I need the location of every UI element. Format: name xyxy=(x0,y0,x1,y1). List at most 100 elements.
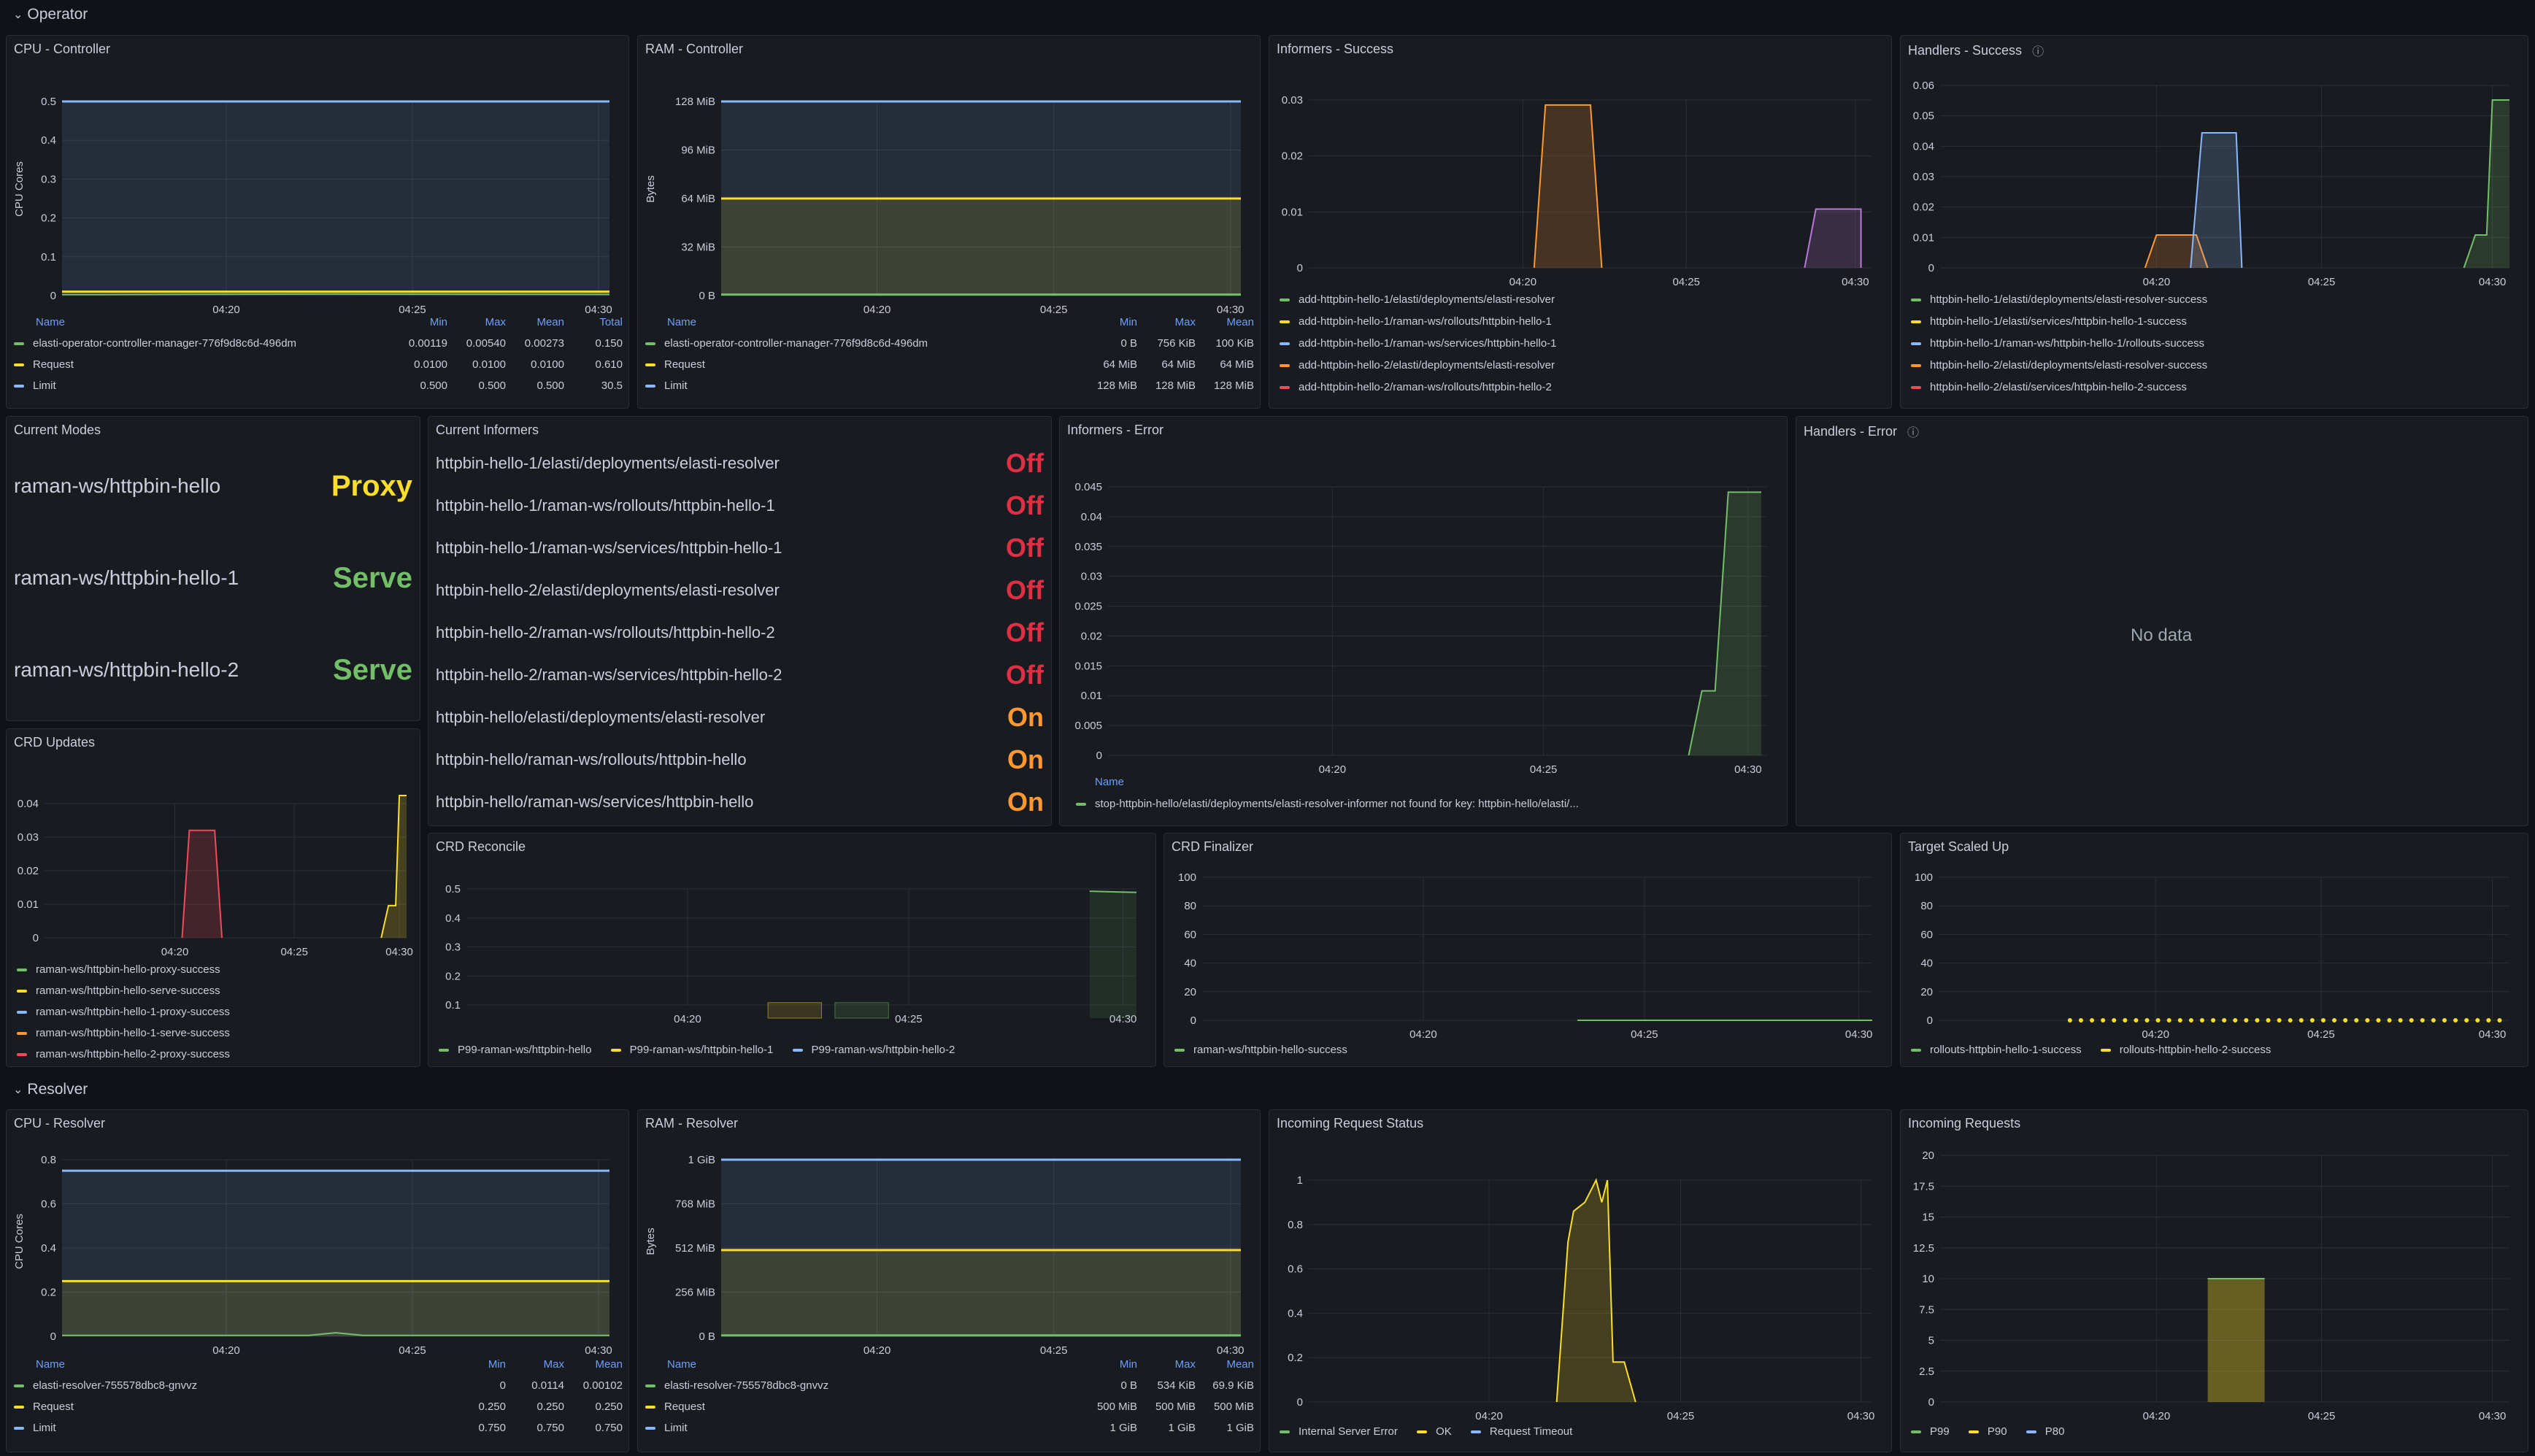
col-mean[interactable]: Mean xyxy=(1226,1358,1254,1371)
col-min[interactable]: Min xyxy=(429,316,447,328)
col-max[interactable]: Max xyxy=(543,1358,564,1371)
x-tick-label: 04:20 xyxy=(212,304,240,316)
col-name[interactable]: Name xyxy=(36,316,66,328)
col-name[interactable]: Name xyxy=(1095,776,1125,788)
series-swatch xyxy=(1076,803,1086,806)
col-min[interactable]: Min xyxy=(1119,1358,1137,1371)
mode-item: raman-ws/httpbin-hello-1 Serve xyxy=(14,561,412,594)
row-header-operator[interactable]: ⌄ Operator xyxy=(13,6,88,23)
x-tick-label: 04:20 xyxy=(863,1344,891,1357)
legend-item[interactable]: rollouts-httpbin-hello-2-success xyxy=(2100,1044,2271,1056)
col-mean[interactable]: Mean xyxy=(1226,316,1254,328)
table-row[interactable]: Limit 128 MiB 128 MiB 128 MiB xyxy=(645,380,1254,392)
col-min[interactable]: Min xyxy=(1119,316,1137,328)
col-max[interactable]: Max xyxy=(485,316,506,328)
legend-item[interactable]: raman-ws/httpbin-hello-1-serve-success xyxy=(17,1027,230,1039)
series-swatch xyxy=(1280,386,1290,390)
panel-target-scaled-up[interactable]: Target Scaled Up 0 20 40 60 80 100 04:20 04:25 0… xyxy=(1900,833,2528,1067)
series-area xyxy=(721,1160,1241,1336)
panel-ram-resolver[interactable]: RAM - Resolver 0 B 256 MiB 512 MiB 768 MiB 1… xyxy=(637,1109,1261,1452)
panel-incoming-request-status[interactable]: Incoming Request Status 0 0.2 0.4 0.6 0.8 1 04… xyxy=(1269,1109,1892,1452)
table-row[interactable]: Limit 0.750 0.750 0.750 xyxy=(14,1422,623,1434)
crd-reconcile-chart: 0.1 0.2 0.3 0.4 0.5 04:20 04:25 04:30 xyxy=(445,883,1136,1025)
legend-item[interactable]: add-httpbin-hello-1/raman-ws/services/ht… xyxy=(1280,337,1557,350)
series-swatch xyxy=(14,342,24,346)
legend-item[interactable]: raman-ws/httpbin-hello-proxy-success xyxy=(17,963,220,976)
panel-current-informers[interactable]: Current Informers httpbin-hello-1/elasti… xyxy=(428,416,1052,826)
legend-item[interactable]: OK xyxy=(1417,1425,1452,1438)
data-point xyxy=(2277,1018,2282,1022)
legend-item[interactable]: httpbin-hello-1/elasti/services/httpbin-… xyxy=(1911,315,2187,328)
panel-title: Current Modes xyxy=(14,423,101,437)
legend-item[interactable]: httpbin-hello-2/elasti/services/httpbin-… xyxy=(1911,381,2187,393)
legend-item[interactable]: httpbin-hello-1/raman-ws/httpbin-hello-1… xyxy=(1911,337,2204,350)
table-row[interactable]: elasti-resolver-755578dbc8-gnvvz 0 B 534… xyxy=(645,1379,1254,1392)
panel-crd-updates[interactable]: CRD Updates 0 0.01 0.02 0.03 0.04 04:20 04:25 0… xyxy=(6,728,420,1067)
col-name[interactable]: Name xyxy=(667,316,697,328)
legend-item[interactable]: add-httpbin-hello-2/raman-ws/rollouts/ht… xyxy=(1280,381,1552,393)
table-row[interactable]: Limit 0.500 0.500 0.500 30.5 xyxy=(14,380,623,392)
panel-informers-error[interactable]: Informers - Error 0 0.005 0.01 0.015 0.02 0.0… xyxy=(1059,416,1788,826)
legend-item[interactable]: P90 xyxy=(1968,1425,2007,1438)
col-min[interactable]: Min xyxy=(488,1358,506,1371)
row-header-resolver[interactable]: ⌄ Resolver xyxy=(13,1081,88,1098)
col-max[interactable]: Max xyxy=(1174,316,1196,328)
col-mean[interactable]: Mean xyxy=(536,316,564,328)
legend-item[interactable]: raman-ws/httpbin-hello-success xyxy=(1174,1044,1347,1056)
info-icon[interactable]: ⓘ xyxy=(2032,46,2044,58)
legend-item[interactable]: raman-ws/httpbin-hello-serve-success xyxy=(17,985,220,997)
legend-item[interactable]: httpbin-hello-1/elasti/deployments/elast… xyxy=(1911,293,2207,306)
table-row[interactable]: Request 0.250 0.250 0.250 xyxy=(14,1401,623,1413)
table-row[interactable]: elasti-resolver-755578dbc8-gnvvz 0 0.011… xyxy=(14,1379,623,1392)
table-row[interactable]: Limit 1 GiB 1 GiB 1 GiB xyxy=(645,1422,1254,1434)
data-point xyxy=(2090,1018,2095,1022)
col-mean[interactable]: Mean xyxy=(595,1358,623,1371)
table-row[interactable]: Request 0.0100 0.0100 0.0100 0.610 xyxy=(14,358,623,371)
legend-item[interactable]: add-httpbin-hello-1/raman-ws/rollouts/ht… xyxy=(1280,315,1552,328)
x-tick-label: 04:30 xyxy=(2479,1028,2507,1041)
info-icon[interactable]: ⓘ xyxy=(1907,427,1920,439)
col-max[interactable]: Max xyxy=(1174,1358,1196,1371)
panel-crd-finalizer[interactable]: CRD Finalizer 0 20 40 60 80 100 04:20 04:25 04:3… xyxy=(1163,833,1892,1067)
table-row[interactable]: Request 64 MiB 64 MiB 64 MiB xyxy=(645,358,1254,371)
panel-ram-controller[interactable]: RAM - Controller 0 B 32 MiB 64 MiB 96 MiB 12… xyxy=(637,35,1261,409)
legend-item[interactable]: rollouts-httpbin-hello-1-success xyxy=(1911,1044,2082,1056)
y-tick-label: 0.2 xyxy=(1288,1352,1303,1364)
legend-item[interactable]: P99-raman-ws/httpbin-hello-1 xyxy=(610,1044,773,1056)
panel-cpu-resolver[interactable]: CPU - Resolver 0 0.2 0.4 0.6 0.8 04:20 04:25 04… xyxy=(6,1109,629,1452)
table-row[interactable]: Request 500 MiB 500 MiB 500 MiB xyxy=(645,1401,1254,1413)
panel-handlers-error[interactable]: Handlers - Error ⓘ No data xyxy=(1796,416,2528,826)
panel-cpu-controller[interactable]: CPU - Controller 0 0.1 0.2 0.3 0.4 0.5 04:20 04… xyxy=(6,35,629,409)
y-tick-label: 0.6 xyxy=(1288,1263,1303,1276)
legend-item[interactable]: raman-ws/httpbin-hello-2-proxy-success xyxy=(17,1048,230,1060)
legend-item[interactable]: add-httpbin-hello-1/elasti/deployments/e… xyxy=(1280,293,1555,306)
legend-item[interactable]: P99-raman-ws/httpbin-hello-2 xyxy=(792,1044,955,1056)
legend-item[interactable]: P99-raman-ws/httpbin-hello xyxy=(439,1044,591,1056)
table-row[interactable]: elasti-operator-controller-manager-776f9… xyxy=(14,337,623,350)
col-name[interactable]: Name xyxy=(36,1358,66,1371)
col-name[interactable]: Name xyxy=(667,1358,697,1371)
legend-item[interactable]: Request Timeout xyxy=(1470,1425,1572,1438)
series-area xyxy=(62,1171,609,1336)
y-tick-label: 0.8 xyxy=(1288,1219,1303,1231)
panel-informers-success[interactable]: Informers - Success 0 0.01 0.02 0.03 04:20 04… xyxy=(1269,35,1892,409)
panel-title: CRD Reconcile xyxy=(436,839,526,854)
panel-handlers-success[interactable]: Handlers - Success ⓘ 0 0.01 0.02 0.03 0.04 0.0… xyxy=(1900,35,2528,409)
series-area xyxy=(721,199,1241,296)
panel-crd-reconcile[interactable]: CRD Reconcile 0.1 0.2 0.3 0.4 0.5 04:20 04:25 0… xyxy=(428,833,1156,1067)
table-row[interactable]: elasti-operator-controller-manager-776f9… xyxy=(645,337,1254,350)
legend-item[interactable]: add-httpbin-hello-2/elasti/deployments/e… xyxy=(1280,359,1555,371)
col-total[interactable]: Total xyxy=(599,316,623,328)
panel-current-modes[interactable]: Current Modes raman-ws/httpbin-hello Pro… xyxy=(6,416,420,721)
legend-item[interactable]: httpbin-hello-2/elasti/deployments/elast… xyxy=(1911,359,2207,371)
x-tick-label: 04:25 xyxy=(2308,1410,2336,1422)
legend-item[interactable]: P80 xyxy=(2026,1425,2064,1438)
y-tick-label: 15 xyxy=(1922,1212,1934,1224)
legend-item[interactable]: stop-httpbin-hello/elasti/deployments/el… xyxy=(1076,798,1579,810)
series-area xyxy=(721,1249,1241,1336)
panel-incoming-requests[interactable]: Incoming Requests 0 2.5 5 7.5 10 12.5 15 17.5 20… xyxy=(1900,1109,2528,1452)
legend-item[interactable]: P99 xyxy=(1911,1425,1950,1438)
legend-item[interactable]: raman-ws/httpbin-hello-1-proxy-success xyxy=(17,1006,230,1018)
series-swatch xyxy=(1280,342,1290,346)
legend-item[interactable]: Internal Server Error xyxy=(1280,1425,1398,1438)
